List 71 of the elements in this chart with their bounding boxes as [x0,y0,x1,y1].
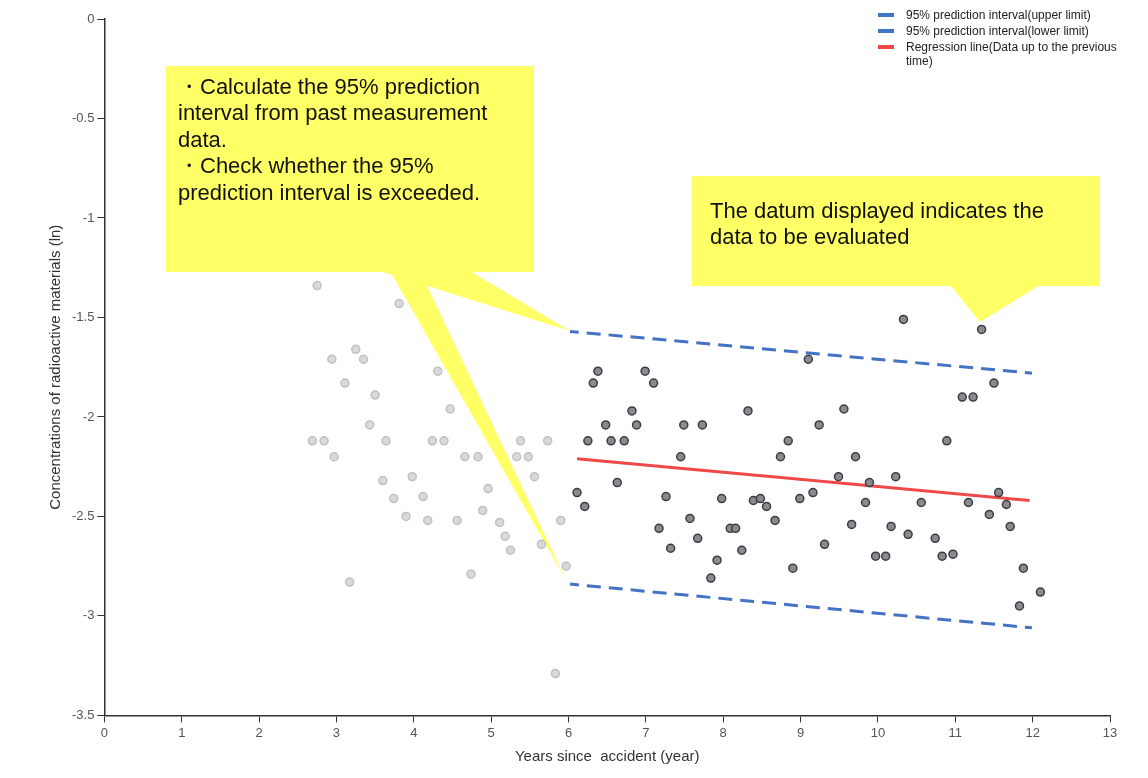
point [505,545,516,555]
x-tick-label: 0 [100,724,109,740]
x-tick-label: 11 [948,724,963,740]
point [358,354,369,364]
point [351,344,361,355]
point [550,668,561,679]
legend-label: Regression line(Data up to the previous time) [906,40,1118,68]
y-tick-label: -2.5 [71,508,95,524]
x-tick-label: 12 [1025,724,1040,740]
y-tick-label: -0.5 [71,110,95,126]
point [381,436,391,446]
point [439,436,449,446]
point [473,451,483,462]
point [329,451,339,462]
x-tick-label: 7 [642,724,650,740]
point [340,378,350,388]
point [500,531,510,542]
point [542,436,553,446]
point [529,471,540,482]
y-tick-label: 0 [87,10,95,26]
point [364,420,375,430]
point [422,515,433,526]
point [477,505,488,516]
point [556,515,566,526]
point [511,451,522,462]
x-tick-label: 9 [796,724,805,740]
point [427,436,438,446]
point [370,390,380,400]
annotation: ・Calculate the 95% prediction interval from past measurement data. [178,74,489,154]
x-tick-label: 5 [487,724,495,740]
point [433,366,443,376]
point [344,577,355,587]
x-tick-label: 2 [255,724,263,740]
point [452,515,462,526]
x-tick-label: 8 [719,724,727,740]
x-tick-label: 13 [1102,724,1118,740]
annotation: The datum displayed indicates the data to be evaluated [710,198,1045,251]
point [418,491,428,502]
x-tick-label: 6 [564,724,573,740]
point [523,451,534,462]
x-axis-title: Years since accident (year) [514,747,700,765]
legend-label: 95% prediction interval(upper limit) [906,8,1091,22]
point [319,436,329,446]
x-tick-label: 1 [178,724,186,740]
point [401,511,411,522]
point [378,475,388,486]
x-tick-label: 3 [332,724,341,740]
point [515,436,526,446]
y-tick-label: -1.5 [71,309,95,325]
point [536,539,547,550]
y-tick-label: -3 [82,607,95,623]
point [307,436,318,446]
point [394,298,404,309]
legend-label: 95% prediction interval(lower limit) [906,24,1089,38]
y-axis-title: Concentrations of radioactive materials (ln) [46,224,64,510]
point [445,404,455,414]
y-tick-label: -3.5 [71,706,95,722]
point [407,471,418,482]
y-tick-label: -2 [82,408,95,424]
point [466,569,476,579]
point [561,561,571,571]
point [388,493,399,504]
point [460,451,470,462]
x-tick-label: 10 [870,724,886,740]
point [483,483,493,494]
point [494,517,505,528]
point [312,280,322,291]
annotation: ・Check whether the 95% prediction interval is exceeded. [178,153,482,206]
x-tick-label: 4 [410,724,418,740]
point [327,354,337,364]
y-tick-label: -1 [82,209,95,225]
